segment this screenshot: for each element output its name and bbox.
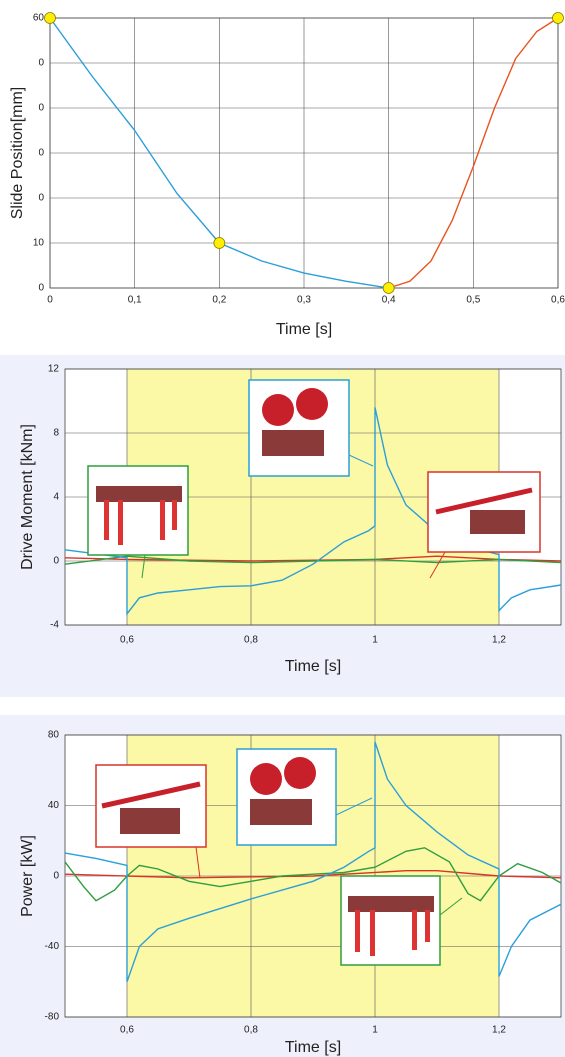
y-tick-label: 0: [53, 871, 59, 882]
x-tick-label: 1,2: [492, 1025, 506, 1036]
y-tick-label: 8: [53, 428, 59, 439]
y-tick-label: -40: [45, 941, 60, 952]
wheel-icon: [237, 749, 336, 845]
y-tick-label: 0: [38, 58, 44, 69]
x-tick-label: 0,2: [212, 295, 226, 306]
y-tick-label: 80: [48, 730, 60, 741]
x-tick-label: 1: [372, 635, 378, 646]
x-tick-label: 0,6: [551, 295, 565, 306]
x-tick-label: 0,3: [297, 295, 311, 306]
marker: [45, 13, 56, 24]
y-tick-label: 40: [48, 800, 60, 811]
y-axis-title: Drive Moment [kNm]: [19, 424, 36, 570]
marker: [383, 283, 394, 294]
y-tick-label: 0: [38, 193, 44, 204]
x-axis-title: Time [s]: [276, 321, 332, 338]
marker: [553, 13, 564, 24]
y-tick-label: 12: [48, 364, 60, 375]
y-tick-label: 60: [33, 13, 45, 24]
figure: 01000006000,10,20,30,40,50,6Time [s]Slid…: [0, 0, 565, 1057]
y-tick-label: 0: [38, 103, 44, 114]
frame-icon: [341, 876, 440, 965]
x-tick-label: 1: [372, 1025, 378, 1036]
y-tick-label: 10: [33, 238, 45, 249]
x-tick-label: 0,4: [382, 295, 396, 306]
x-tick-label: 0,8: [244, 635, 258, 646]
x-tick-label: 0,6: [120, 635, 134, 646]
x-axis-title: Time [s]: [285, 658, 341, 675]
x-tick-label: 0: [47, 295, 53, 306]
x-tick-label: 0,6: [120, 1025, 134, 1036]
y-tick-label: -4: [50, 620, 59, 631]
wheel-icon: [249, 380, 349, 476]
x-tick-label: 0,8: [244, 1025, 258, 1036]
shaft-icon: [428, 472, 540, 552]
shaft-icon: [96, 765, 206, 847]
frame-icon: [88, 466, 188, 555]
marker: [214, 238, 225, 249]
y-axis-title: Power [kW]: [19, 835, 36, 917]
x-tick-label: 0,5: [466, 295, 480, 306]
x-tick-label: 0,1: [128, 295, 142, 306]
y-tick-label: 4: [53, 492, 59, 503]
y-tick-label: -80: [45, 1012, 60, 1023]
y-tick-label: 0: [38, 283, 44, 294]
y-tick-label: 0: [38, 148, 44, 159]
y-tick-label: 0: [53, 556, 59, 567]
x-axis-title: Time [s]: [285, 1039, 341, 1056]
x-tick-label: 1,2: [492, 635, 506, 646]
y-axis-title: Slide Position[mm]: [9, 87, 26, 220]
